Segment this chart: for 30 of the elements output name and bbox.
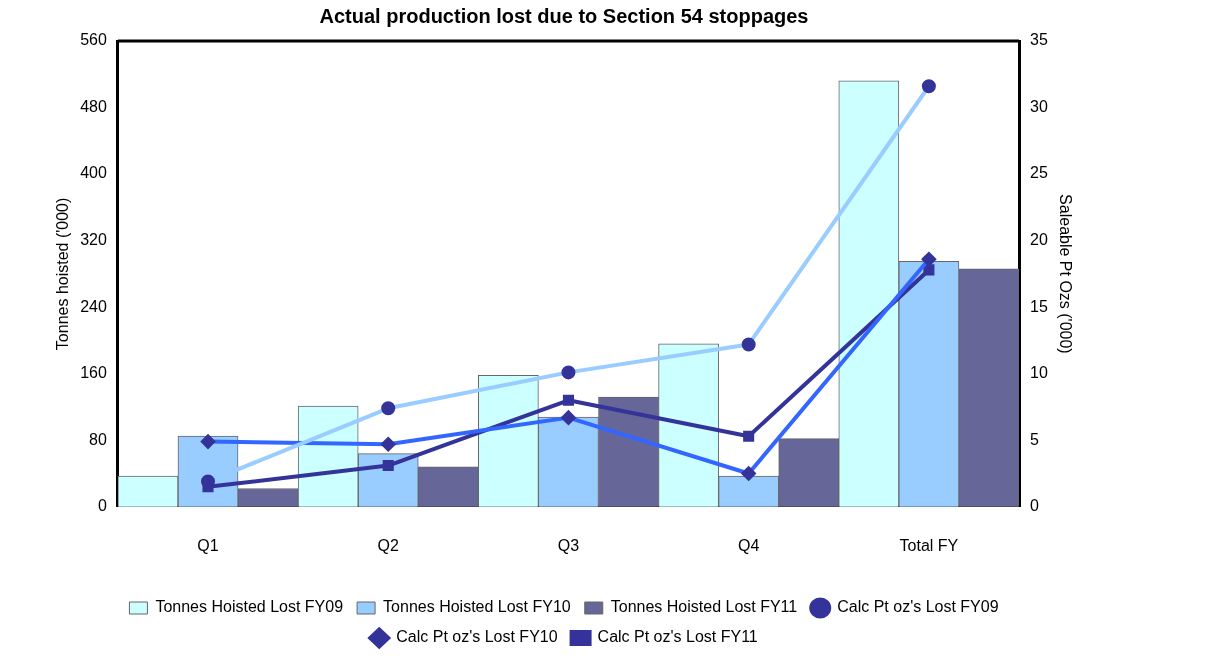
y-tick-label: 0: [97, 497, 107, 515]
y-tick-label: 240: [80, 297, 107, 315]
y2-tick-label: 20: [1030, 231, 1048, 249]
x-tick-label: Q1: [197, 536, 219, 554]
y-tick-label: 320: [80, 231, 107, 249]
chart-title: Actual production lost due to Section 54 stoppages: [319, 4, 809, 27]
y-tick-label: 160: [80, 364, 107, 382]
y2-tick-label: 10: [1030, 364, 1048, 382]
y-tick-label: 80: [89, 430, 107, 448]
x-tick-label: Q4: [738, 536, 760, 554]
y2-tick-label: 25: [1030, 164, 1048, 182]
y2-tick-label: 0: [1030, 497, 1039, 515]
legend-label: Tonnes Hoisted Lost FY10: [383, 598, 571, 616]
y-axis-title: Tonnes hoisted ('000): [54, 197, 72, 351]
legend-label: Tonnes Hoisted Lost FY09: [155, 598, 344, 616]
legend-label: Calc Pt oz's Lost FY11: [597, 628, 758, 646]
y-tick-label: 560: [80, 31, 107, 49]
x-tick-label: Q2: [377, 536, 399, 554]
y-tick-label: 400: [80, 164, 107, 182]
legend-label: Tonnes Hoisted Lost FY11: [610, 598, 798, 616]
legend-label: Calc Pt oz's Lost FY09: [837, 598, 999, 616]
y2-tick-label: 15: [1030, 297, 1048, 315]
y-tick-label: 480: [80, 97, 107, 115]
x-tick-label: Total FY: [899, 536, 959, 554]
y2-tick-label: 5: [1030, 430, 1039, 448]
y2-tick-label: 30: [1030, 97, 1048, 115]
x-tick-label: Q3: [557, 536, 580, 554]
legend-label: Calc Pt oz's Lost FY10: [396, 628, 558, 646]
y2-tick-label: 35: [1030, 31, 1048, 49]
y2-axis-title: Saleable Pt Ozs ('000): [1056, 194, 1074, 354]
